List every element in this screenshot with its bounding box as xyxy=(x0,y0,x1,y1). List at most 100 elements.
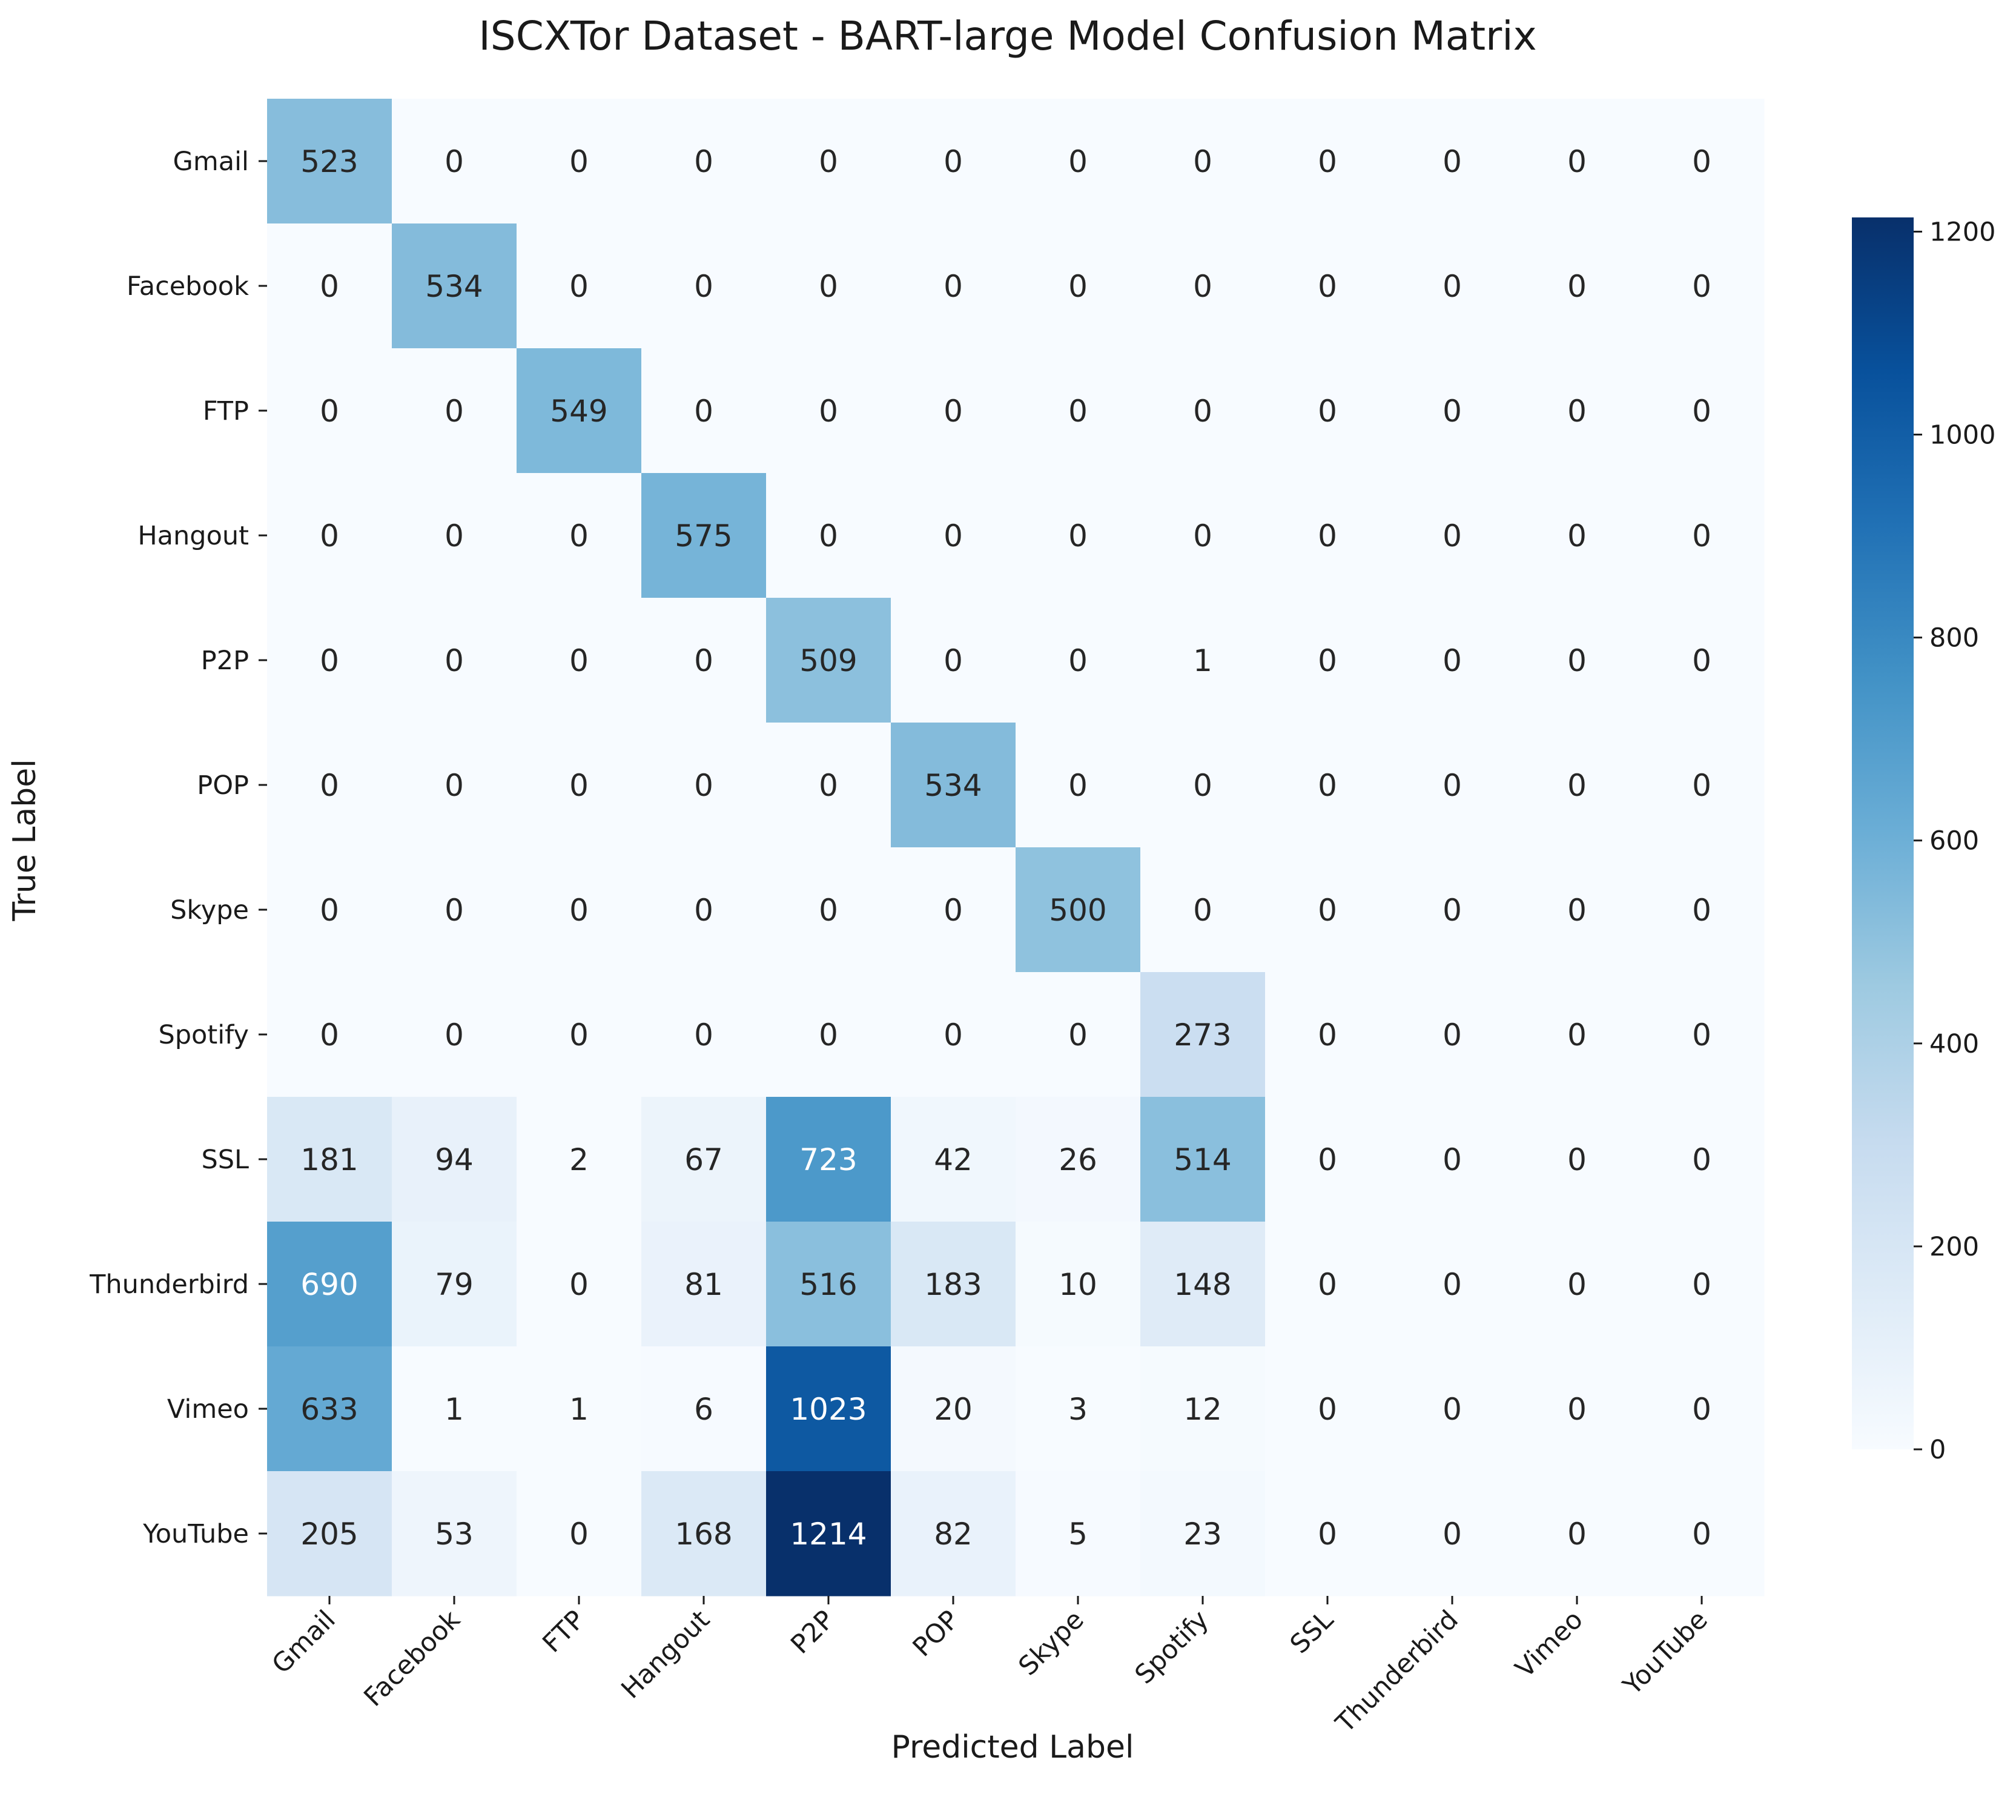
heatmap-cell xyxy=(517,1222,642,1347)
heatmap-cell xyxy=(1390,598,1515,723)
heatmap-cell xyxy=(641,473,767,598)
cell-value-label: 0 xyxy=(1443,768,1462,803)
cell-value-label: 0 xyxy=(1318,1142,1337,1177)
heatmap-cell xyxy=(641,1097,767,1222)
cell-value-label: 0 xyxy=(819,1018,838,1053)
cell-value-label: 0 xyxy=(1318,1517,1337,1552)
heatmap-cell xyxy=(1265,223,1390,349)
x-tick-label: P2P xyxy=(785,1604,840,1660)
heatmap-cell xyxy=(1639,598,1765,723)
heatmap-cell xyxy=(1265,847,1390,973)
cell-value-label: 0 xyxy=(1567,1517,1587,1552)
cell-value-label: 67 xyxy=(684,1142,723,1177)
x-tick-label: YouTube xyxy=(1617,1604,1714,1701)
heatmap-cell xyxy=(766,598,891,723)
heatmap-cell xyxy=(641,99,767,224)
heatmap-cell xyxy=(1515,1346,1640,1472)
heatmap-cell xyxy=(766,99,891,224)
cell-value-label: 0 xyxy=(694,643,713,678)
heatmap-cell xyxy=(1016,1097,1141,1222)
x-tick-label: Vimeo xyxy=(1510,1604,1589,1684)
cell-value-label: 0 xyxy=(1068,269,1088,304)
heatmap-cell xyxy=(1140,847,1266,973)
y-axis-ticks: Gmail Facebook FTP Hangout P2P POP Skype Spotif… xyxy=(89,147,267,1549)
cell-value-label: 273 xyxy=(1174,1018,1231,1053)
heatmap-cell xyxy=(891,1222,1016,1347)
heatmap-cell xyxy=(267,598,392,723)
y-tick-label: P2P xyxy=(201,646,249,676)
heatmap-cell xyxy=(1639,1471,1765,1597)
cell-value-label: 6 xyxy=(694,1392,713,1427)
heatmap-cell xyxy=(1639,847,1765,973)
heatmap-cell xyxy=(891,223,1016,349)
heatmap-cell xyxy=(891,1097,1016,1222)
cell-value-label: 0 xyxy=(819,893,838,928)
cell-value-label: 0 xyxy=(694,394,713,429)
cell-value-label: 500 xyxy=(1049,893,1106,928)
heatmap-cell xyxy=(1140,1097,1266,1222)
cell-value-label: 0 xyxy=(1318,269,1337,304)
heatmap-cell xyxy=(392,223,517,349)
cell-value-label: 690 xyxy=(300,1267,358,1302)
cell-value-label: 0 xyxy=(1193,893,1212,928)
cell-value-label: 0 xyxy=(944,394,963,429)
cell-value-label: 0 xyxy=(1318,518,1337,554)
heatmap-cell xyxy=(641,847,767,973)
heatmap-cell xyxy=(1016,1222,1141,1347)
cell-value-label: 0 xyxy=(1193,768,1212,803)
cell-value-label: 0 xyxy=(320,768,339,803)
cell-value-label: 1023 xyxy=(790,1392,867,1427)
cell-value-label: 0 xyxy=(694,269,713,304)
cell-value-label: 633 xyxy=(300,1392,358,1427)
heatmap-cell xyxy=(267,1222,392,1347)
colorbar-tick-label: 1000 xyxy=(1929,420,1995,451)
cell-value-label: 0 xyxy=(445,144,464,179)
heatmap-cell xyxy=(1140,723,1266,848)
cell-value-label: 723 xyxy=(799,1142,857,1177)
heatmap-cell xyxy=(1140,1222,1266,1347)
heatmap-cell xyxy=(891,1471,1016,1597)
cell-value-label: 0 xyxy=(1443,1142,1462,1177)
colorbar-tick-label: 1200 xyxy=(1929,217,1995,247)
heatmap-cell xyxy=(1140,972,1266,1097)
y-tick-label: FTP xyxy=(203,396,249,426)
heatmap-cell xyxy=(1265,972,1390,1097)
heatmap-cell xyxy=(517,99,642,224)
heatmap-cell xyxy=(641,1346,767,1472)
cell-value-label: 79 xyxy=(435,1267,474,1302)
cell-value-label: 0 xyxy=(1193,144,1212,179)
x-tick-label: SSL xyxy=(1284,1604,1340,1660)
cell-value-label: 0 xyxy=(819,394,838,429)
colorbar-tick-label: 800 xyxy=(1929,623,1979,654)
heatmap-cell xyxy=(1639,972,1765,1097)
colorbar-tick-label: 0 xyxy=(1929,1435,1946,1465)
cell-value-label: 0 xyxy=(1318,394,1337,429)
cell-value-label: 0 xyxy=(445,768,464,803)
heatmap-cell xyxy=(392,972,517,1097)
cell-value-label: 0 xyxy=(944,1018,963,1053)
heatmap-cell xyxy=(1016,598,1141,723)
cell-value-label: 0 xyxy=(694,893,713,928)
cell-value-label: 0 xyxy=(1068,518,1088,554)
heatmap-cell xyxy=(1639,223,1765,349)
heatmap-cell xyxy=(1515,598,1640,723)
heatmap-cell xyxy=(766,847,891,973)
heatmap-cell xyxy=(517,1346,642,1472)
heatmap-cell xyxy=(517,1471,642,1597)
heatmap-cell xyxy=(766,473,891,598)
cell-value-label: 0 xyxy=(320,643,339,678)
cell-value-label: 0 xyxy=(1318,1267,1337,1302)
heatmap-cell xyxy=(1265,1222,1390,1347)
cell-value-label: 0 xyxy=(1692,1018,1711,1053)
cell-value-label: 534 xyxy=(924,768,982,803)
heatmap-cell xyxy=(267,473,392,598)
heatmap-cell xyxy=(1639,1346,1765,1472)
cell-value-label: 0 xyxy=(1692,893,1711,928)
cell-value-label: 0 xyxy=(1318,1392,1337,1427)
heatmap-cell xyxy=(1140,1471,1266,1597)
heatmap-cell xyxy=(1265,1097,1390,1222)
cell-value-label: 549 xyxy=(550,394,607,429)
x-axis-ticks: Gmail Facebook FTP Hangout P2P POP Skype Spotif… xyxy=(266,1596,1714,1739)
heatmap-cell xyxy=(1639,348,1765,474)
y-tick-label: Vimeo xyxy=(167,1394,249,1425)
